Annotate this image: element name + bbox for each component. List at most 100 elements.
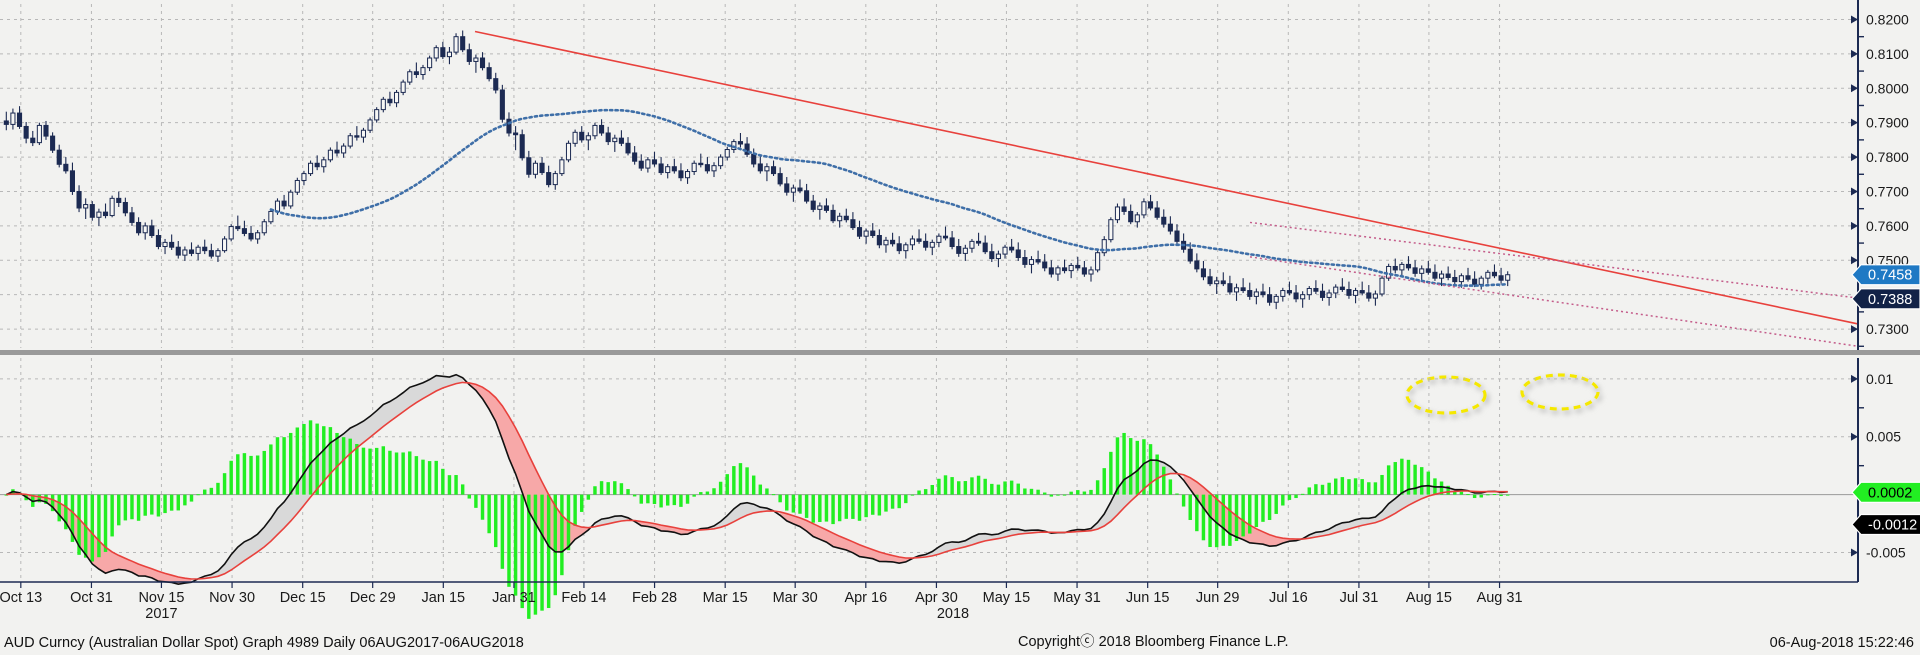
macd-histogram-bar <box>1261 494 1265 522</box>
candle-body <box>1088 269 1094 275</box>
date-axis-label: Oct 31 <box>70 590 113 606</box>
macd-histogram-bar <box>910 494 915 496</box>
candle-body <box>208 250 214 257</box>
macd-histogram-bar <box>1347 479 1351 495</box>
price-tick-label: 0.7900 <box>1866 115 1909 131</box>
candle-body <box>1028 259 1035 265</box>
macd-histogram-bar <box>1459 491 1464 495</box>
candle-body <box>1412 267 1418 274</box>
macd-histogram-bar <box>1267 494 1272 520</box>
macd-histogram-bar <box>1499 494 1503 497</box>
macd-histogram-bar <box>990 483 994 495</box>
price-tick-label: 0.8200 <box>1866 11 1909 27</box>
macd-histogram-bar <box>394 452 399 495</box>
candle-body <box>1022 257 1028 265</box>
candle-body <box>182 249 188 256</box>
macd-histogram-bar <box>1009 480 1014 495</box>
candle-body <box>1081 267 1087 275</box>
macd-hist-tag[interactable]: 0.0002 <box>1851 481 1920 503</box>
candle-body <box>1445 273 1451 278</box>
candle-body <box>1405 263 1412 269</box>
candle-body <box>1346 289 1352 296</box>
macd-histogram-bar <box>679 494 683 507</box>
macd-histogram-bar <box>1281 494 1285 506</box>
macd-histogram-bar <box>976 475 981 495</box>
macd-fill-segment <box>469 382 589 552</box>
macd-histogram-bar <box>1274 494 1278 514</box>
date-axis-label: Aug 15 <box>1406 590 1452 606</box>
candle-body <box>612 137 618 143</box>
macd-histogram-bar <box>659 494 663 508</box>
candle-body <box>929 241 935 248</box>
macd-histogram-bar <box>1195 494 1199 532</box>
candle-body <box>724 149 730 158</box>
candle-body <box>1452 276 1458 283</box>
macd-histogram-bar <box>1254 494 1259 528</box>
candle-body <box>1227 283 1233 293</box>
candle-body <box>294 179 300 193</box>
candle-body <box>56 149 62 165</box>
macd-histogram-bar <box>652 494 657 505</box>
macd-histogram-bar <box>64 494 68 530</box>
trend-price-tag[interactable]: 0.7388 <box>1851 288 1920 310</box>
panel-separator <box>0 350 1920 355</box>
macd-histogram-bar <box>1036 489 1040 495</box>
macd-histogram-bar <box>692 494 696 497</box>
candle-body <box>50 135 56 151</box>
candle-body <box>493 78 499 91</box>
candle-body <box>909 238 915 246</box>
candle-body <box>618 137 624 144</box>
macd-histogram-bar <box>494 494 498 548</box>
candle-body <box>585 135 591 141</box>
footer-security-info: AUD Curncy (Australian Dollar Spot) Grap… <box>4 635 524 651</box>
macd-tick-label: 0.01 <box>1866 371 1893 387</box>
macd-histogram-bar <box>1287 494 1292 500</box>
candle-body <box>1161 216 1167 225</box>
candle-body <box>486 67 492 80</box>
candle-body <box>1498 275 1504 281</box>
macd-histogram-bar <box>77 494 81 555</box>
macd-histogram-bar <box>1168 479 1173 495</box>
macd-histogram-bar <box>57 494 61 522</box>
macd-histogram-bar <box>1056 494 1060 496</box>
candle-body <box>671 166 677 172</box>
candle-body <box>837 215 843 222</box>
macd-histogram-bar <box>1175 493 1179 495</box>
macd-histogram-bar <box>950 477 954 495</box>
candle-body <box>1075 264 1081 269</box>
macd-histogram-bar <box>1069 491 1073 495</box>
candle-body <box>1300 294 1306 300</box>
last-price-tag[interactable]: 0.7458 <box>1851 264 1920 286</box>
date-axis-label: Mar 30 <box>773 590 818 606</box>
candle-body <box>1009 246 1015 251</box>
date-axis-label: Jul 31 <box>1340 590 1379 606</box>
candle-body <box>784 183 790 193</box>
candle-body <box>810 200 816 210</box>
candle-body <box>69 170 75 192</box>
macd-histogram-bar <box>408 451 412 495</box>
candle-body <box>532 162 538 175</box>
macd-histogram-bar <box>189 494 194 502</box>
macd-histogram-bar <box>361 447 366 495</box>
candle-body <box>1154 207 1160 218</box>
macd-histogram-bar <box>937 478 941 495</box>
candle-body <box>321 159 327 168</box>
macd-histogram-bar <box>176 494 180 511</box>
candle-body <box>1326 292 1332 298</box>
macd-histogram-bar <box>718 481 723 495</box>
macd-histogram-bar <box>1241 494 1245 537</box>
candle-body <box>605 132 611 143</box>
macd-histogram-bar <box>348 438 352 495</box>
candle-body <box>393 91 400 104</box>
macd-histogram-bar <box>573 494 577 526</box>
candle-body <box>658 163 664 174</box>
candle-body <box>645 159 651 169</box>
candle-body <box>3 120 9 125</box>
candle-body <box>552 173 558 186</box>
ellipse-annotation-1 <box>1405 375 1487 415</box>
macd-histogram-bar <box>37 494 42 503</box>
macd-histogram-bar <box>996 484 1001 495</box>
candle-body <box>499 89 505 120</box>
macd-histogram-bar <box>1367 482 1371 495</box>
macd-signal-tag[interactable]: -0.0012 <box>1851 513 1920 536</box>
